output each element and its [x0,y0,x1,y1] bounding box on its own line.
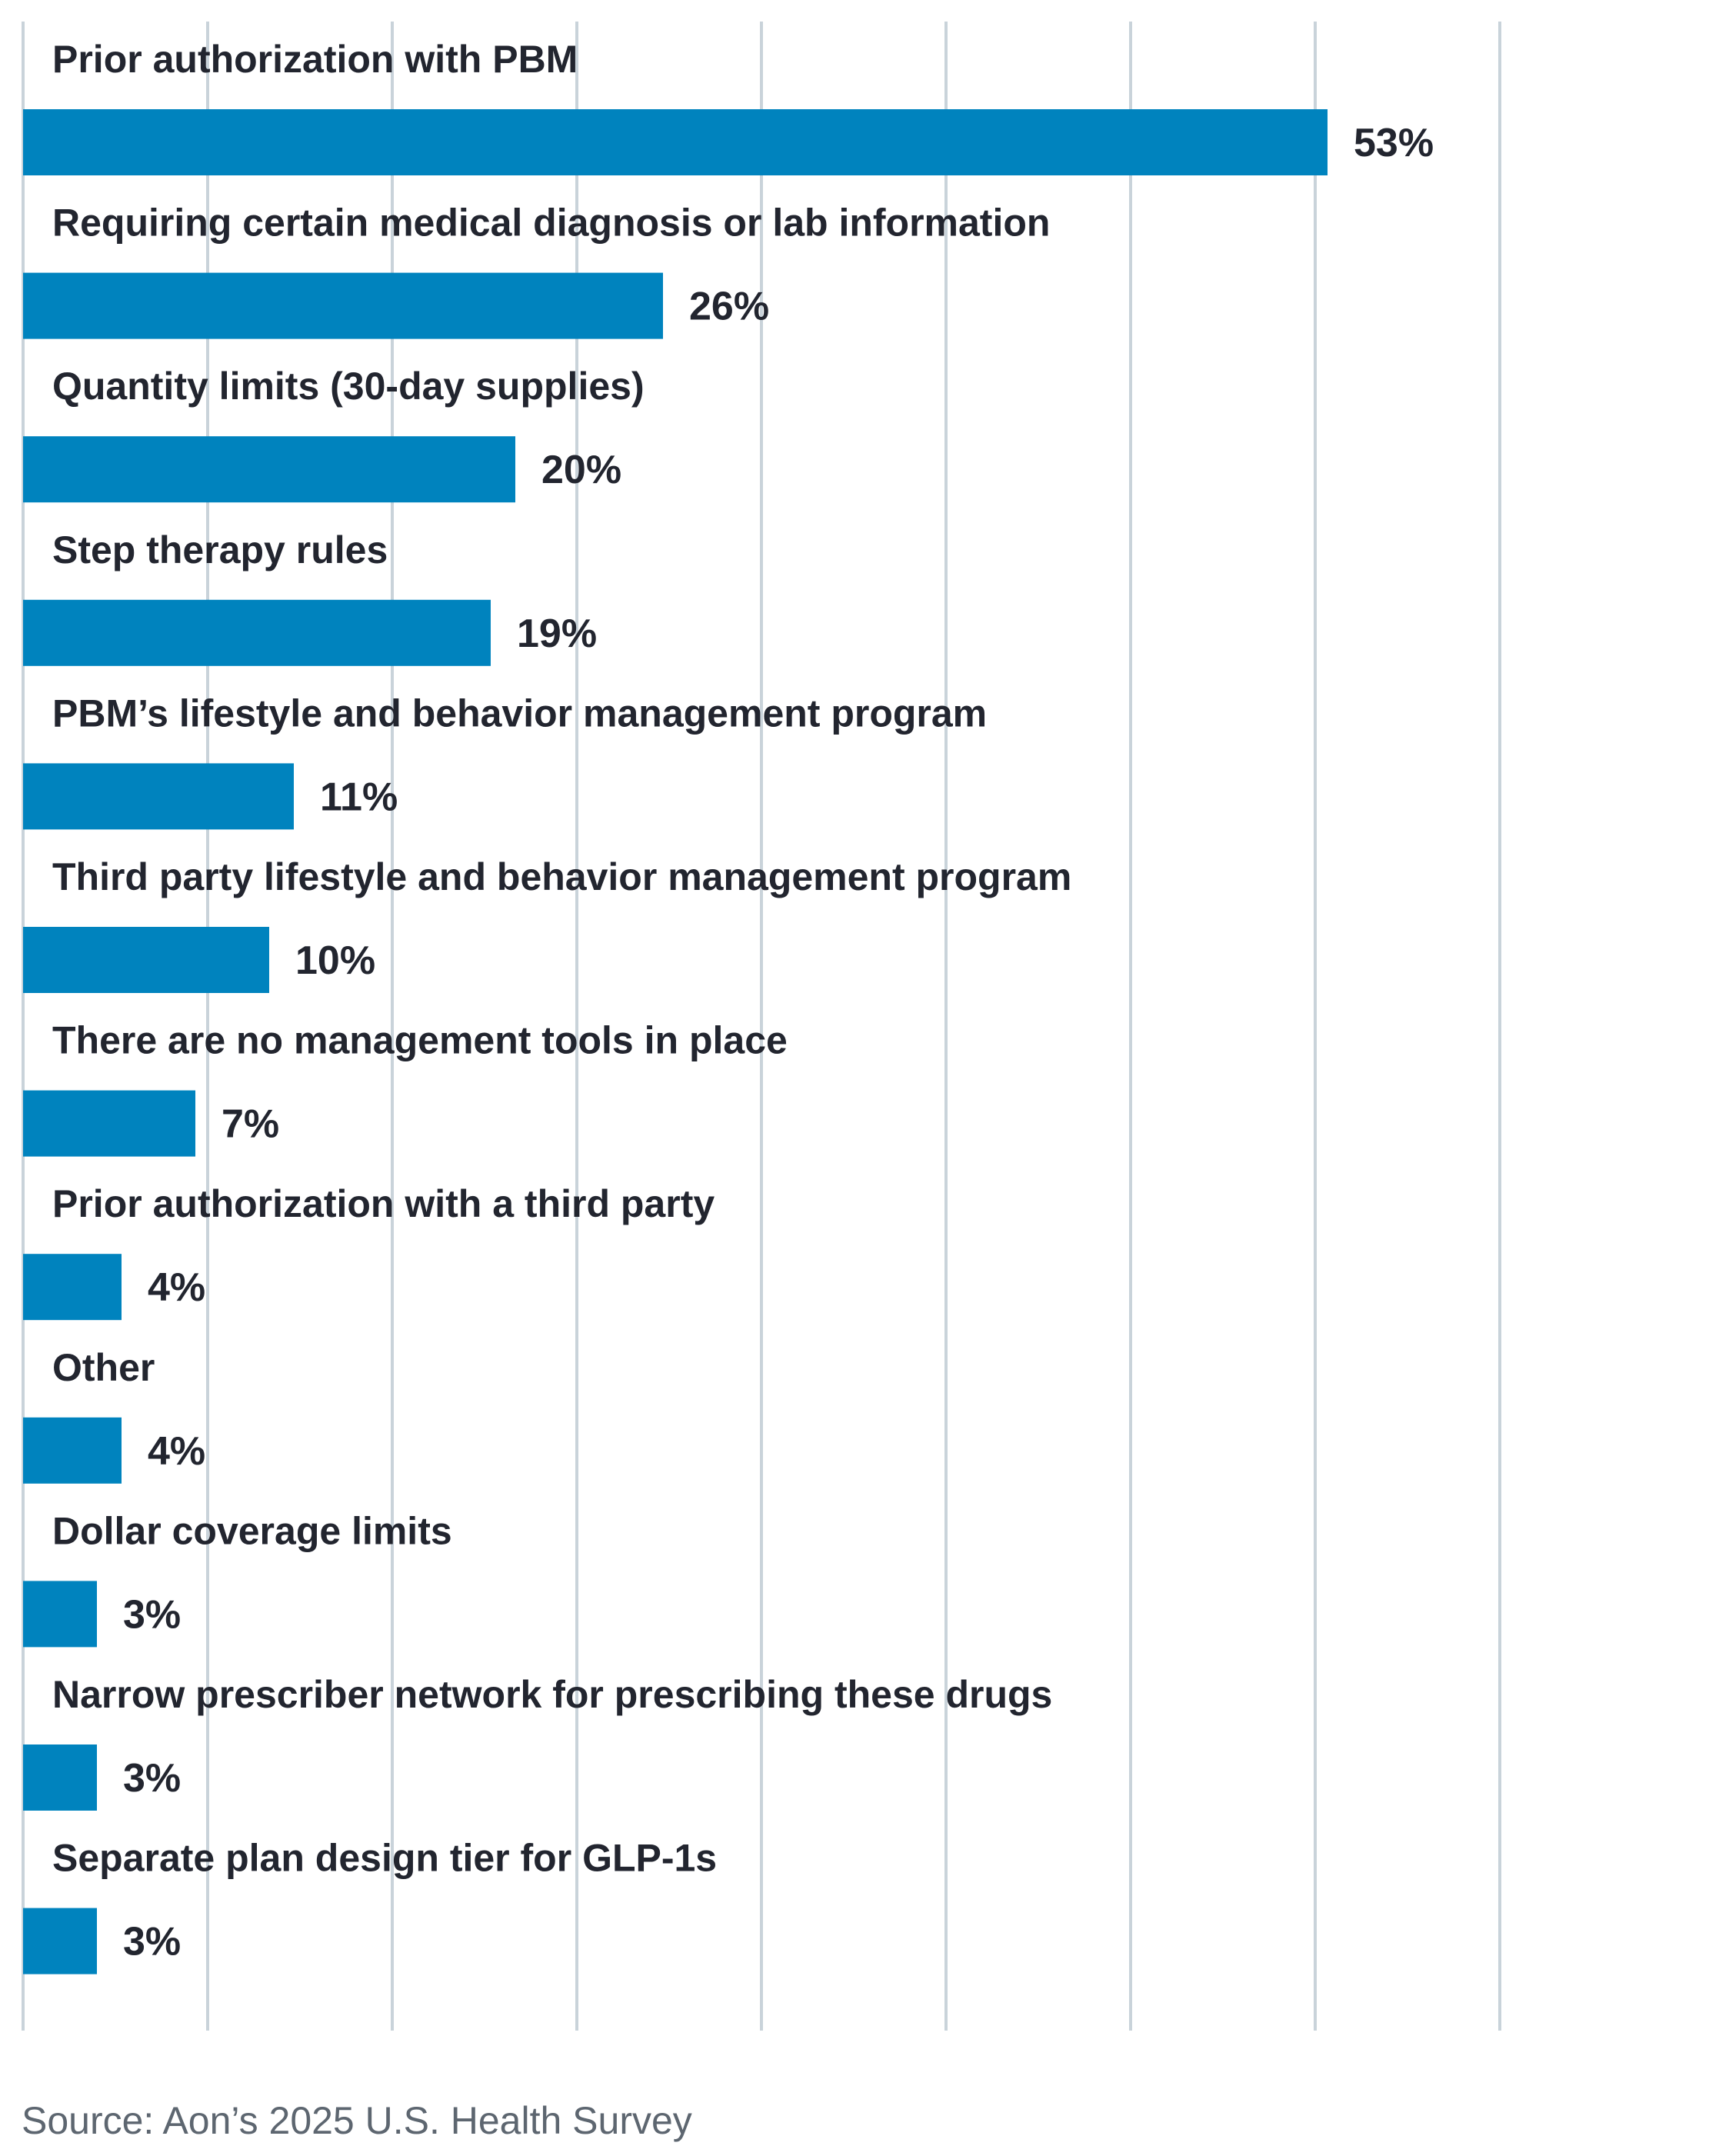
bars [23,109,1328,1974]
category-label: Dollar coverage limits [52,1509,452,1552]
value-label: 20% [541,448,621,492]
bar [23,599,491,666]
source-note: Source: Aon’s 2025 U.S. Health Survey [22,2099,692,2142]
category-label: Step therapy rules [52,528,388,571]
bar [23,1417,122,1484]
bar [23,109,1328,175]
bar [23,1744,97,1811]
value-label: 7% [222,1102,279,1147]
labels: Prior authorization with PBM 53% Requiring… [52,38,1434,1964]
category-label: PBM’s lifestyle and behavior management … [52,691,987,735]
value-label: 3% [123,1592,181,1637]
category-label: Prior authorization with a third party [52,1182,715,1225]
value-label: 10% [295,938,375,983]
value-label: 4% [148,1429,205,1474]
value-label: 3% [123,1756,181,1801]
bar [23,272,663,339]
bar [23,1254,122,1321]
category-label: Prior authorization with PBM [52,38,578,81]
category-label: Separate plan design tier for GLP-1s [52,1837,717,1880]
value-label: 4% [148,1265,205,1310]
category-label: There are no management tools in place [52,1019,788,1062]
category-label: Requiring certain medical diagnosis or l… [52,202,1050,245]
category-label: Third party lifestyle and behavior manag… [52,855,1071,898]
bar [23,927,269,993]
category-label: Other [52,1346,155,1389]
value-label: 11% [320,775,398,819]
gridlines [22,22,1501,2031]
category-label: Quantity limits (30-day supplies) [52,365,645,408]
bar [23,1908,97,1974]
bar [23,1581,97,1648]
value-label: 53% [1354,121,1434,165]
bar [23,763,294,830]
bar [23,436,515,503]
category-label: Narrow prescriber network for prescribin… [52,1673,1052,1716]
bar [23,1090,195,1157]
value-label: 26% [689,285,769,329]
value-label: 3% [123,1920,181,1964]
value-label: 19% [517,611,597,656]
